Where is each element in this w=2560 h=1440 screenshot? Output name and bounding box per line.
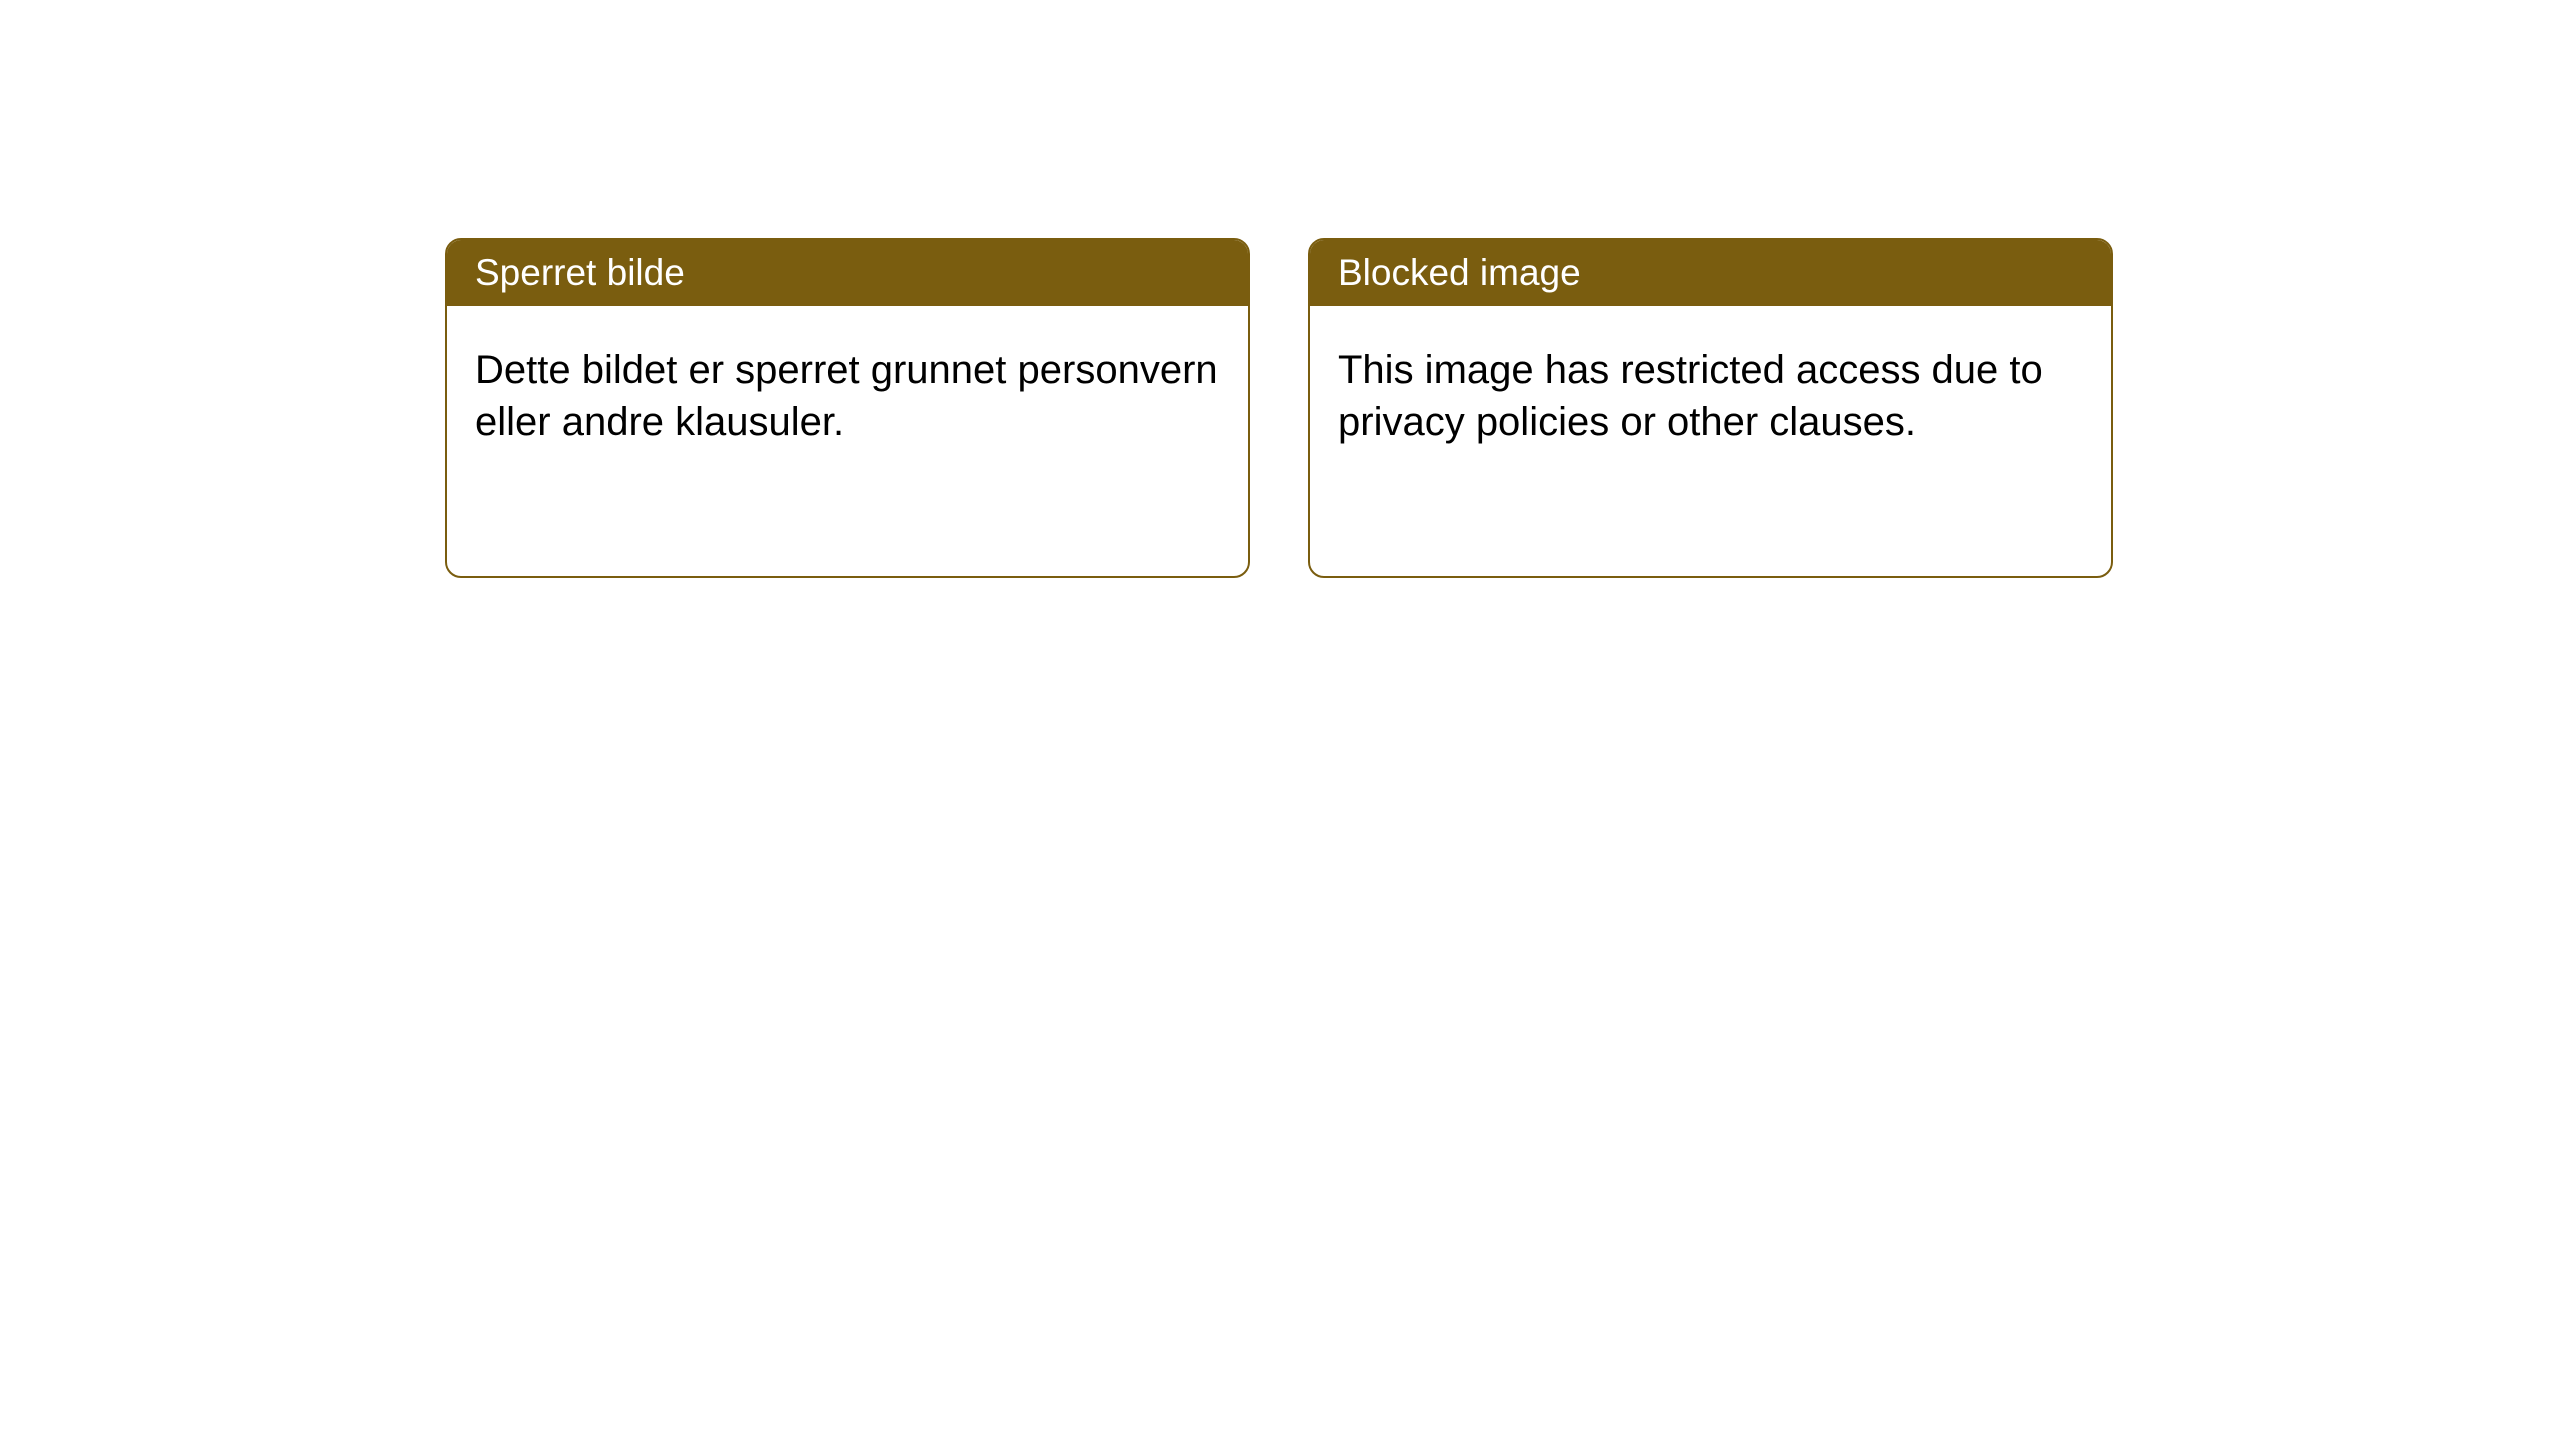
panel-body-text: This image has restricted access due to … [1338, 348, 2043, 444]
panel-body-english: This image has restricted access due to … [1310, 306, 2111, 486]
panel-header-english: Blocked image [1310, 240, 2111, 306]
panel-body-norwegian: Dette bildet er sperret grunnet personve… [447, 306, 1248, 486]
blocked-image-panel-english: Blocked image This image has restricted … [1308, 238, 2113, 578]
panel-header-norwegian: Sperret bilde [447, 240, 1248, 306]
panel-header-text: Sperret bilde [475, 252, 685, 293]
panel-body-text: Dette bildet er sperret grunnet personve… [475, 348, 1218, 444]
panels-container: Sperret bilde Dette bildet er sperret gr… [445, 238, 2113, 578]
blocked-image-panel-norwegian: Sperret bilde Dette bildet er sperret gr… [445, 238, 1250, 578]
panel-header-text: Blocked image [1338, 252, 1581, 293]
